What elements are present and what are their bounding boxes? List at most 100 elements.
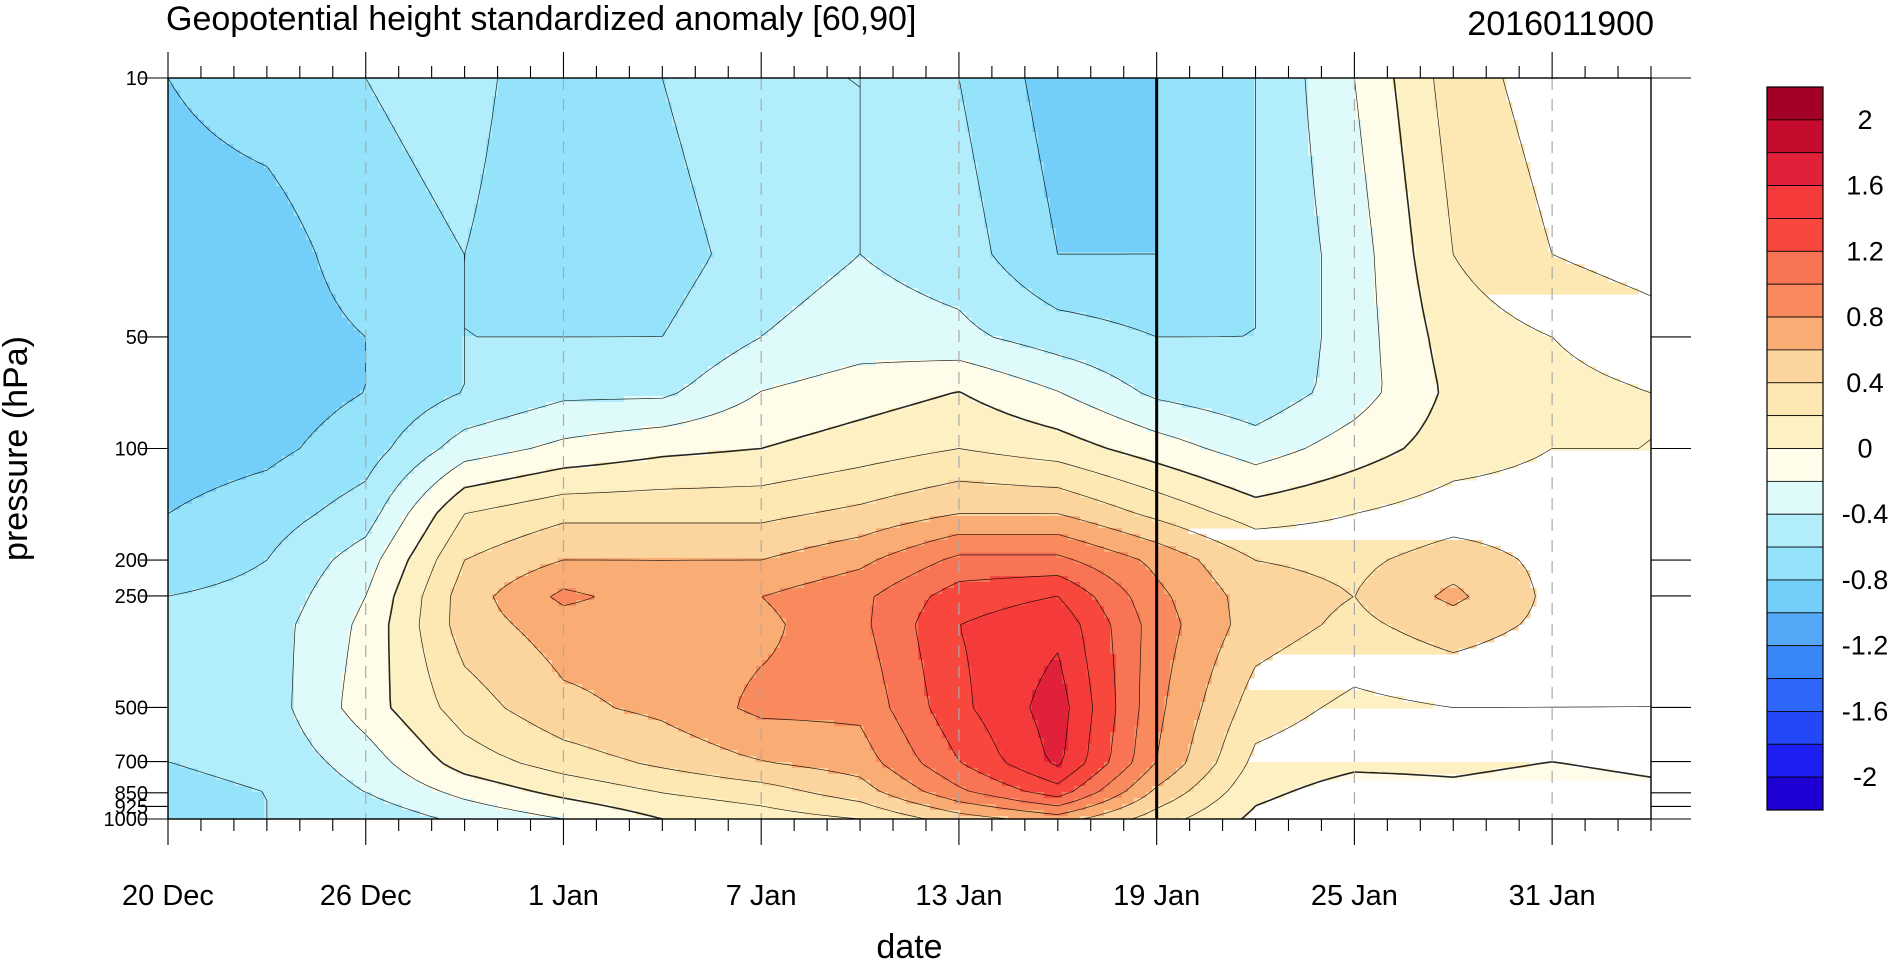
field-cell bbox=[810, 432, 1075, 439]
field-cell bbox=[984, 198, 1051, 205]
field-cell bbox=[288, 534, 367, 541]
field-cell bbox=[816, 288, 919, 295]
field-cell bbox=[324, 276, 697, 283]
field-cell bbox=[1038, 138, 1159, 145]
field-cell bbox=[828, 426, 1057, 433]
field-cell bbox=[696, 198, 985, 205]
field-cell bbox=[666, 324, 775, 331]
field-cell bbox=[930, 804, 997, 811]
field-cell bbox=[1134, 744, 1159, 751]
field-cell bbox=[264, 816, 439, 820]
field-cell bbox=[1368, 192, 1411, 199]
field-cell bbox=[432, 516, 463, 523]
field-cell bbox=[1146, 810, 1201, 817]
field-cell bbox=[642, 426, 829, 433]
field-cell bbox=[918, 636, 967, 643]
field-cell bbox=[1188, 750, 1219, 757]
contour-line bbox=[870, 554, 1142, 807]
field-cell bbox=[1212, 666, 1255, 673]
field-cell bbox=[540, 564, 865, 571]
field-cell bbox=[1044, 348, 1321, 355]
field-cell bbox=[1410, 228, 1453, 235]
field-cell bbox=[342, 702, 391, 709]
field-cell bbox=[450, 624, 517, 631]
field-cell bbox=[930, 450, 991, 457]
field-cell bbox=[492, 594, 553, 601]
field-cell bbox=[1158, 576, 1213, 583]
field-cell bbox=[942, 726, 985, 733]
field-cell bbox=[738, 348, 1045, 355]
field-cell bbox=[1458, 258, 1567, 265]
field-cell bbox=[522, 534, 859, 541]
field-cell bbox=[408, 774, 475, 781]
field-cell bbox=[1086, 660, 1117, 667]
field-cell bbox=[588, 744, 721, 751]
field-cell bbox=[966, 648, 1087, 655]
field-cell bbox=[270, 552, 337, 559]
field-cell bbox=[168, 552, 271, 559]
field-cell bbox=[1140, 534, 1207, 541]
field-cell bbox=[1290, 402, 1369, 409]
field-cell bbox=[960, 810, 1045, 817]
field-cell bbox=[318, 264, 703, 271]
field-cell bbox=[414, 420, 487, 427]
field-cell bbox=[1056, 246, 1159, 253]
field-cell bbox=[1176, 606, 1231, 613]
field-cell bbox=[1104, 570, 1153, 577]
field-cell bbox=[1530, 762, 1573, 769]
field-cell bbox=[372, 468, 415, 475]
field-cell bbox=[1356, 90, 1399, 97]
field-cell bbox=[1380, 330, 1429, 337]
field-cell bbox=[846, 570, 919, 577]
field-cell bbox=[264, 804, 403, 811]
field-cell bbox=[1320, 222, 1369, 229]
field-cell bbox=[1002, 606, 1069, 613]
field-cell bbox=[474, 210, 703, 217]
field-cell bbox=[1176, 612, 1231, 619]
field-cell bbox=[1434, 78, 1507, 85]
field-cell bbox=[900, 456, 1033, 463]
field-cell bbox=[432, 750, 499, 757]
field-cell bbox=[420, 540, 445, 547]
field-cell bbox=[876, 528, 1123, 535]
field-cell bbox=[468, 240, 709, 247]
field-cell bbox=[1158, 210, 1255, 217]
field-cell bbox=[168, 504, 181, 511]
y-tick-label: 50 bbox=[126, 327, 148, 349]
field-cell bbox=[1182, 402, 1291, 409]
field-cell bbox=[168, 348, 367, 355]
field-cell bbox=[228, 480, 361, 487]
field-cell bbox=[420, 414, 511, 421]
field-cell bbox=[894, 768, 937, 775]
field-cell bbox=[1248, 492, 1267, 499]
field-cell bbox=[1014, 276, 1255, 283]
field-cell bbox=[1356, 114, 1399, 121]
field-cell bbox=[702, 270, 841, 277]
field-cell bbox=[1116, 690, 1141, 697]
field-cell bbox=[1104, 444, 1201, 451]
field-cell bbox=[450, 594, 493, 601]
x-tick-label: 31 Jan bbox=[1509, 880, 1596, 912]
field-cell bbox=[312, 738, 373, 745]
field-cell bbox=[168, 582, 217, 589]
field-cell bbox=[306, 438, 397, 445]
colorbar-label: 1.6 bbox=[1846, 171, 1884, 201]
field-cell bbox=[462, 660, 553, 667]
field-cell bbox=[1164, 588, 1225, 595]
field-cell bbox=[1374, 240, 1411, 247]
field-cell bbox=[876, 648, 919, 655]
field-cell bbox=[1236, 702, 1327, 709]
field-cell bbox=[1254, 90, 1309, 97]
field-cell bbox=[336, 498, 391, 505]
field-cell bbox=[1398, 126, 1441, 133]
field-cell bbox=[1062, 750, 1087, 757]
field-cell bbox=[1110, 750, 1135, 757]
colorbar-box bbox=[1766, 480, 1824, 515]
field-cell bbox=[438, 510, 469, 517]
field-cell bbox=[918, 786, 967, 793]
field-cell bbox=[342, 696, 391, 703]
field-cell bbox=[450, 606, 499, 613]
field-cell bbox=[318, 426, 409, 433]
field-cell bbox=[678, 132, 973, 139]
field-cell bbox=[426, 582, 457, 589]
